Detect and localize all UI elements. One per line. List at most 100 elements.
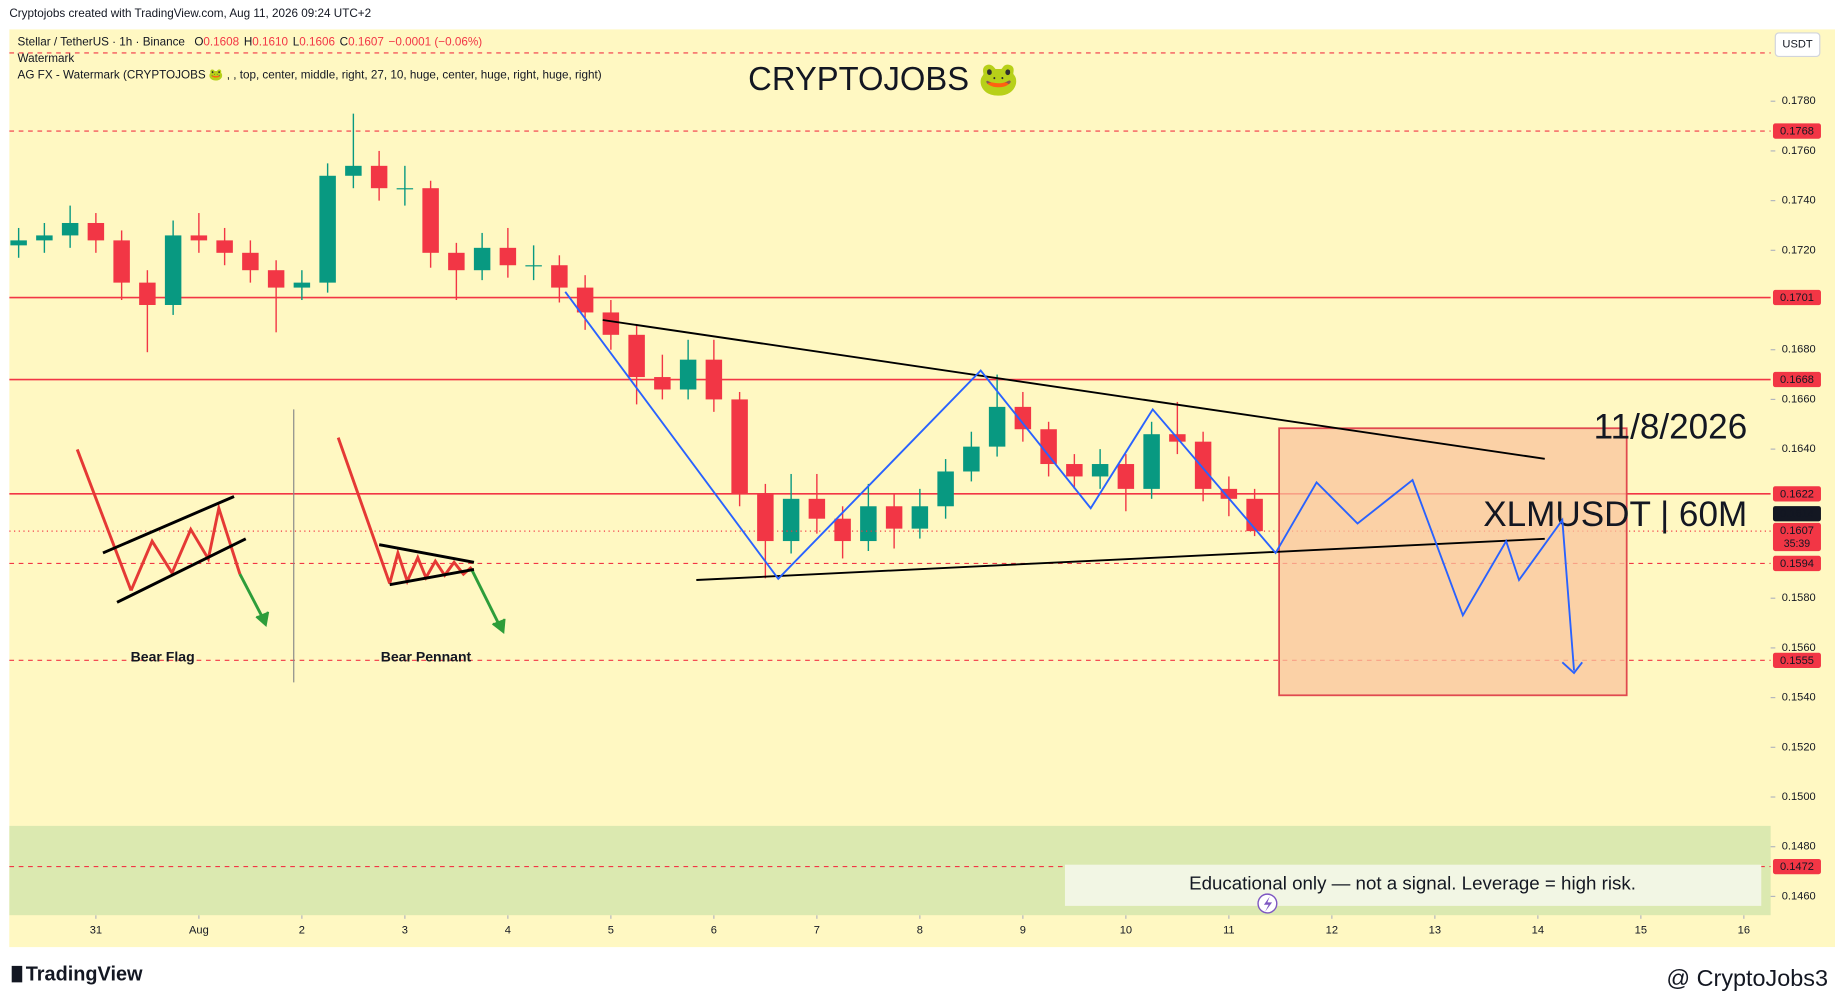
y-tick-label: 0.1660 — [1782, 393, 1816, 405]
candle-body — [448, 252, 465, 271]
plot: USDT 0.1460 0.1480 0.1500 0.1520 0.1540 0.1560… — [9, 39, 1821, 937]
change: −0.0001 (−0.06%) — [389, 35, 483, 48]
watermark-pair: XLMUSDT | 60M — [1483, 495, 1747, 534]
candle-body — [242, 252, 259, 271]
candle-body — [963, 446, 980, 472]
x-tick-label: 4 — [505, 925, 511, 937]
x-tick-label: 11 — [1223, 925, 1235, 937]
breakdown — [238, 573, 266, 622]
flagpole — [336, 437, 392, 585]
flagpole — [75, 448, 133, 592]
last-price-tag — [1772, 522, 1821, 552]
ohlc-label: O — [194, 35, 203, 48]
disclaimer-box — [1064, 864, 1762, 906]
indicator: Watermark — [18, 52, 75, 65]
breakdown-arrow — [491, 618, 506, 635]
y-tick-label: 0.1460 — [1782, 890, 1816, 902]
flag-zigzag — [129, 502, 242, 592]
projection-path — [564, 291, 1575, 671]
candle-body — [731, 399, 748, 494]
price-level-tag — [1772, 486, 1821, 502]
x-tick-label: 16 — [1738, 925, 1750, 937]
candle-body — [1246, 498, 1263, 532]
symbol-line: Stellar / TetherUS · 1h · Binance O0.1608… — [18, 35, 483, 48]
y-tick-label: 0.1740 — [1782, 195, 1816, 207]
price-level-label: 0.1768 — [1780, 126, 1814, 138]
source-watermark: @ CryptoJobs3 — [1666, 965, 1828, 991]
y-tick-label: 0.1760 — [1782, 145, 1816, 157]
x-tick-label: 7 — [814, 925, 820, 937]
candle-body — [782, 498, 800, 542]
indicator-settings: AG FX - Watermark (CRYPTOJOBS 🐸 , , top,… — [18, 68, 602, 81]
candle-body — [937, 471, 954, 507]
resistance-trendline — [602, 319, 1545, 460]
candle-body — [473, 247, 491, 271]
marker-price-tag — [1772, 506, 1821, 522]
candle-body — [1040, 429, 1057, 465]
ohlc-value: 0.1610 — [252, 35, 288, 48]
y-tick-label: 0.1780 — [1782, 95, 1816, 107]
candle-body — [10, 240, 27, 246]
candle-body — [808, 498, 826, 519]
candle-body — [267, 270, 285, 288]
brand: TradingView — [26, 964, 143, 986]
pennant-zigzag — [388, 547, 473, 586]
x-tick-label: 14 — [1532, 925, 1544, 937]
x-tick-label: Aug — [189, 925, 209, 937]
target-zone — [1278, 427, 1628, 697]
candle-body — [164, 235, 182, 305]
candle-body — [1117, 464, 1135, 489]
watermark-date: 11/8/2026 — [1594, 408, 1748, 447]
candle-body — [757, 493, 774, 542]
price-level-label: 0.1668 — [1780, 374, 1814, 386]
disclaimer: Educational only — not a signal. Leverag… — [1189, 873, 1636, 894]
candle-body — [139, 282, 156, 305]
candle-body — [576, 287, 594, 313]
brand-logo — [11, 965, 23, 983]
price-level-tag — [1772, 652, 1821, 668]
x-tick-label: 13 — [1429, 925, 1441, 937]
currency: USDT — [1782, 39, 1812, 51]
y-tick-label: 0.1480 — [1782, 841, 1816, 853]
x-tick-label: 10 — [1120, 925, 1132, 937]
x-tick-label: 6 — [711, 925, 717, 937]
y-tick-label: 0.1520 — [1782, 741, 1816, 753]
candle-body — [190, 235, 208, 241]
breakdown-arrow — [255, 611, 270, 627]
candle-body — [216, 240, 233, 253]
ohlc-label: H — [244, 35, 252, 48]
symbol: Stellar / TetherUS · 1h · Binance — [18, 35, 185, 48]
credit: Cryptojobs created with TradingView.com,… — [9, 7, 371, 20]
price-level-tag — [1772, 555, 1821, 572]
candle-body — [628, 334, 645, 378]
y-tick-label: 0.1560 — [1782, 642, 1816, 654]
countdown: 35:39 — [1784, 538, 1810, 550]
marker-price-label: 0.1614 — [1780, 508, 1814, 520]
candle-body — [988, 406, 1006, 447]
x-tick-label: 15 — [1635, 925, 1647, 937]
time-axis — [9, 915, 1771, 948]
y-tick-label: 0.1580 — [1782, 592, 1816, 604]
y-tick-label: 0.1680 — [1782, 344, 1816, 356]
candle-body — [1194, 441, 1212, 489]
x-tick-label: 8 — [917, 925, 923, 937]
flag-upper — [102, 495, 235, 555]
event-icon-bolt — [1263, 896, 1273, 912]
breakdown — [470, 568, 503, 629]
ohlc-value: 0.1606 — [299, 35, 335, 48]
x-tick-label: 9 — [1020, 925, 1026, 937]
pattern-label: Bear Flag — [131, 648, 195, 664]
candle-body — [911, 506, 929, 529]
price-level-label: 0.1594 — [1780, 558, 1814, 570]
price-level-tag — [1772, 123, 1821, 139]
candle-body — [1091, 464, 1109, 477]
candle-body — [113, 240, 130, 283]
candle-body — [860, 506, 877, 542]
candle-body — [422, 188, 439, 253]
price-level-label: 0.1622 — [1780, 488, 1814, 500]
x-tick-label: 5 — [608, 925, 614, 937]
candle-body — [36, 235, 53, 241]
candle-body — [885, 506, 903, 529]
candle-body — [61, 222, 79, 236]
